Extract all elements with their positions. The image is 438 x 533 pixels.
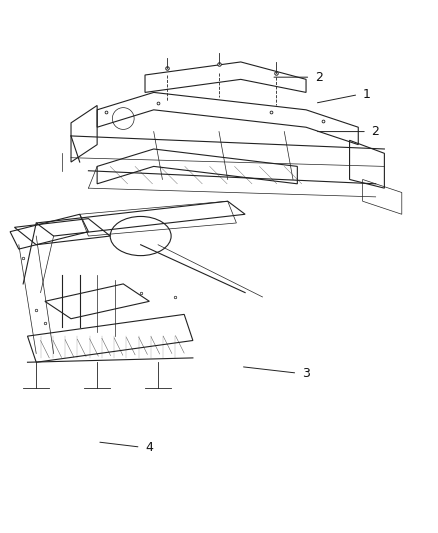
Text: 3: 3	[302, 367, 310, 379]
Text: 2: 2	[315, 71, 323, 84]
Text: 2: 2	[371, 125, 379, 138]
Text: 1: 1	[363, 88, 371, 101]
Text: 4: 4	[145, 441, 153, 454]
